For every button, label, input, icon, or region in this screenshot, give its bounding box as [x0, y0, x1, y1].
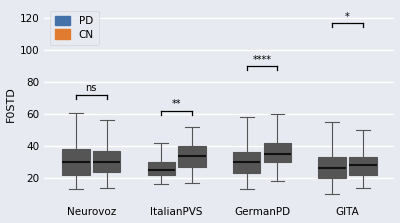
Text: ns: ns — [86, 83, 97, 93]
Text: *: * — [345, 12, 350, 21]
PathPatch shape — [318, 157, 346, 178]
PathPatch shape — [62, 149, 90, 175]
Text: **: ** — [172, 99, 182, 109]
PathPatch shape — [178, 146, 206, 167]
PathPatch shape — [93, 151, 120, 171]
Legend: PD, CN: PD, CN — [50, 11, 99, 45]
PathPatch shape — [233, 152, 260, 173]
PathPatch shape — [349, 157, 376, 175]
PathPatch shape — [264, 143, 291, 162]
Text: ****: **** — [252, 55, 272, 65]
Y-axis label: F0STD: F0STD — [6, 86, 16, 122]
PathPatch shape — [148, 162, 175, 175]
